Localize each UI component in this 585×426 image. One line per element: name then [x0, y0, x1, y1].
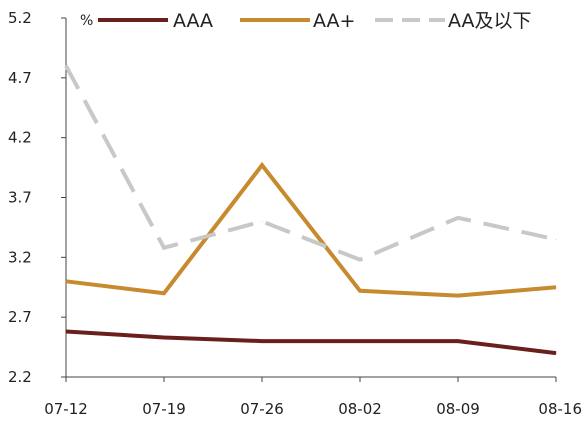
y-tick-label: 5.2 [8, 9, 32, 27]
series-0-point [65, 331, 67, 333]
y-tick-label: 4.7 [8, 69, 32, 87]
series-1-point [163, 292, 165, 294]
x-tick-label: 08-02 [338, 400, 382, 418]
y-tick-label: 2.7 [8, 308, 32, 326]
legend-label-aa-plus: AA+ [313, 10, 355, 32]
series-2-point [261, 220, 263, 222]
series-2-point [359, 259, 361, 261]
legend-label-aaa: AAA [173, 10, 213, 32]
series-line-1 [65, 161, 557, 298]
y-tick-label: 3.2 [8, 248, 32, 266]
x-tick-label: 07-12 [44, 400, 88, 418]
legend-label-aa-below: AA及以下 [448, 10, 532, 32]
series-0-point [555, 352, 557, 354]
y-tick-label: 2.2 [8, 368, 32, 386]
x-tick-label: 08-09 [436, 400, 480, 418]
series-2-point [555, 238, 557, 240]
x-tick-label: 07-19 [142, 400, 186, 418]
series-layer [64, 64, 557, 356]
series-1-point [261, 164, 263, 166]
series-2-point [457, 217, 459, 219]
unit-label: % [80, 13, 93, 29]
x-tick-label: 08-16 [538, 400, 582, 418]
legend: % AAA AA+ AA及以下 [80, 10, 532, 32]
series-2-point [65, 65, 67, 67]
series-1-point [457, 295, 459, 297]
series-0-point [359, 340, 361, 342]
series-line-2 [64, 64, 557, 262]
x-tick-label: 07-26 [240, 400, 284, 418]
series-0-point [261, 340, 263, 342]
y-tick-label: 3.7 [8, 189, 32, 207]
series-1-point [359, 290, 361, 292]
series-1-point [555, 286, 557, 288]
y-tick-label: 4.2 [8, 129, 32, 147]
series-2-point [163, 247, 165, 249]
series-1-point [65, 280, 67, 282]
series-0-point [457, 340, 459, 342]
axes: 5.2 4.7 4.2 3.7 3.2 2.7 2.2 07-12 07-19 07-26 08-0… [8, 9, 582, 418]
series-line-0 [65, 329, 557, 356]
series-0-point [163, 337, 165, 339]
